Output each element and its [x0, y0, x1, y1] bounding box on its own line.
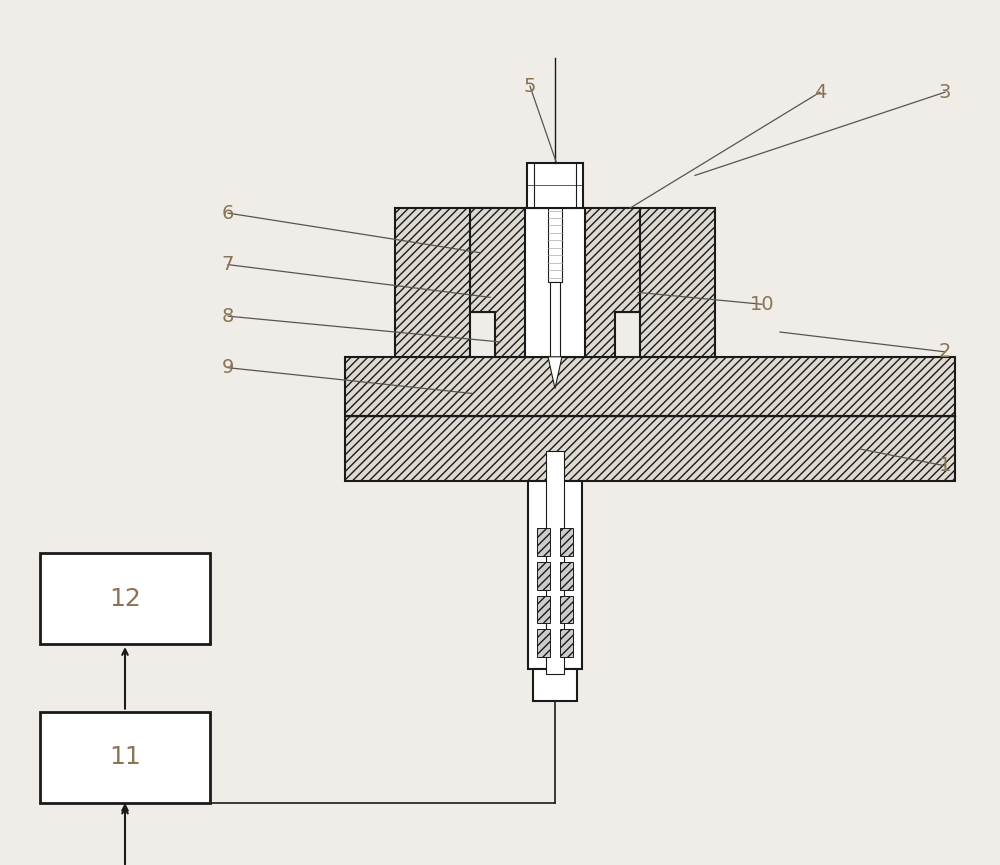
Text: 1: 1 — [939, 457, 951, 475]
Bar — [537, 529, 550, 556]
Text: 12: 12 — [109, 586, 141, 611]
Text: 10: 10 — [750, 295, 774, 314]
Bar — [548, 208, 562, 283]
Bar — [560, 562, 573, 590]
Bar — [537, 562, 550, 590]
Polygon shape — [548, 356, 562, 388]
Bar — [40, 553, 210, 644]
Text: 9: 9 — [222, 358, 234, 377]
Polygon shape — [470, 208, 640, 356]
Text: 7: 7 — [222, 255, 234, 274]
Bar — [527, 163, 583, 208]
Bar — [528, 481, 582, 669]
Text: 5: 5 — [524, 77, 536, 96]
Polygon shape — [395, 208, 495, 356]
Bar — [537, 630, 550, 657]
Text: 6: 6 — [222, 203, 234, 222]
Text: 11: 11 — [109, 746, 141, 769]
Text: 4: 4 — [814, 83, 826, 102]
Bar — [560, 529, 573, 556]
Polygon shape — [345, 356, 955, 416]
Bar — [40, 712, 210, 803]
Bar — [537, 596, 550, 624]
Bar — [550, 283, 560, 356]
Bar — [546, 451, 564, 674]
Text: 8: 8 — [222, 307, 234, 325]
Bar — [560, 596, 573, 624]
Text: 2: 2 — [939, 343, 951, 362]
Bar — [533, 669, 577, 701]
Bar — [560, 630, 573, 657]
Polygon shape — [615, 208, 715, 356]
Text: 3: 3 — [939, 83, 951, 102]
Bar — [525, 208, 585, 356]
Polygon shape — [345, 416, 955, 481]
